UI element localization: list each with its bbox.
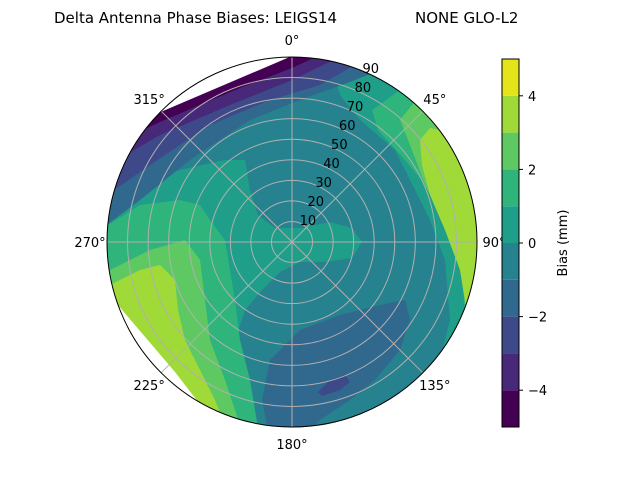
r-tick-label: 30 — [315, 176, 332, 191]
colorbar-segment — [502, 59, 519, 96]
r-tick-label: 20 — [307, 195, 324, 210]
colorbar-segment — [502, 95, 519, 133]
chart-title: Delta Antenna Phase Biases: LEIGS14 — [54, 9, 337, 27]
theta-tick-label: 315° — [134, 93, 165, 108]
theta-tick-label: 90° — [482, 236, 505, 251]
colorbar-segment — [502, 316, 519, 354]
colorbar-segment — [502, 243, 519, 280]
colorbar-segment — [502, 353, 519, 391]
r-tick-label: 70 — [347, 100, 364, 115]
r-tick-label: 80 — [355, 81, 372, 96]
colorbar-segment — [502, 390, 519, 427]
colorbar-tick-label: 0 — [528, 237, 536, 252]
r-tick-label: 90 — [363, 62, 380, 77]
theta-tick-label: 45° — [423, 93, 446, 108]
theta-tick-label: 180° — [276, 438, 307, 453]
colorbar-segment — [502, 169, 519, 207]
colorbar-label: Bias (mm) — [556, 210, 571, 277]
chart-title-right: NONE GLO-L2 — [415, 9, 518, 27]
theta-tick-label: 135° — [419, 379, 450, 394]
r-tick-label: 60 — [339, 119, 356, 134]
colorbar-tick-label: −2 — [528, 311, 547, 326]
colorbar-tick-label: −4 — [528, 384, 547, 399]
colorbar: −4 −2 0 2 4 Bias (mm) — [501, 58, 571, 428]
theta-gridline — [291, 241, 424, 374]
r-tick-label: 50 — [331, 138, 348, 153]
theta-gridline — [160, 241, 293, 374]
theta-gridline — [291, 110, 424, 243]
r-tick-label: 40 — [323, 157, 340, 172]
theta-tick-label: 225° — [134, 379, 165, 394]
polar-frame — [106, 56, 478, 428]
colorbar-tick-label: 4 — [528, 90, 536, 105]
colorbar-tick-label: 2 — [528, 163, 536, 178]
polar-grid — [107, 57, 477, 427]
theta-tick-label: 0° — [285, 34, 300, 49]
colorbar-segment — [502, 206, 519, 243]
theta-gridline — [160, 110, 293, 243]
contour-band--3-to--2 — [318, 375, 350, 396]
colorbar-segment — [502, 279, 519, 317]
colorbar-segment — [502, 132, 519, 170]
r-tick-label: 10 — [300, 214, 317, 229]
theta-tick-label: 270° — [74, 236, 105, 251]
